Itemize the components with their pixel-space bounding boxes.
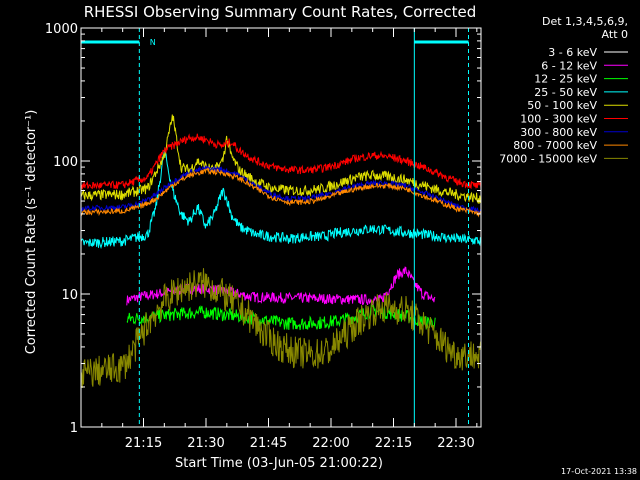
x-tick-label: 22:30 [437, 436, 474, 451]
chart-title: RHESSI Observing Summary Count Rates, Co… [84, 3, 477, 21]
x-axis-label: Start Time (03-Jun-05 21:00:22) [175, 456, 383, 471]
legend-label: 7000 - 15000 keV [499, 152, 597, 165]
y-tick-label: 100 [53, 155, 78, 170]
plot-frame [80, 27, 482, 428]
legend-label: 6 - 12 keV [541, 59, 597, 72]
y-tick-label: 10 [61, 288, 78, 303]
x-tick-label: 21:45 [250, 436, 287, 451]
footer-date: 17-Oct-2021 13:38 [561, 467, 637, 476]
annotation-0: N [150, 38, 156, 47]
legend-label: 300 - 800 keV [520, 126, 597, 139]
legend-label: 3 - 6 keV [548, 46, 597, 59]
y-tick-label: 1 [70, 421, 78, 436]
y-axis-label: Corrected Count Rate (s⁻¹ detector⁻¹) [24, 110, 39, 355]
legend-label: 25 - 50 keV [534, 86, 597, 99]
x-tick-label: 21:15 [125, 436, 162, 451]
x-tick-label: 21:30 [187, 436, 224, 451]
legend-label: 100 - 300 keV [520, 113, 597, 126]
legend-label: 50 - 100 keV [527, 99, 597, 112]
y-axis: 1 10 100 1000 [45, 22, 481, 436]
legend-header-line2: Att 0 [602, 28, 628, 41]
series-line-2 [126, 303, 436, 331]
y-tick-label: 1000 [45, 22, 78, 37]
legend-header-line1: Det 1,3,4,5,6,9, [542, 15, 628, 28]
x-axis: 21:15 21:30 21:45 22:00 22:15 22:30 [80, 28, 478, 451]
x-tick-label: 22:00 [312, 436, 349, 451]
legend-label: 800 - 7000 keV [513, 139, 597, 152]
x-tick-label: 22:15 [375, 436, 412, 451]
legend-label: 12 - 25 keV [534, 73, 597, 86]
